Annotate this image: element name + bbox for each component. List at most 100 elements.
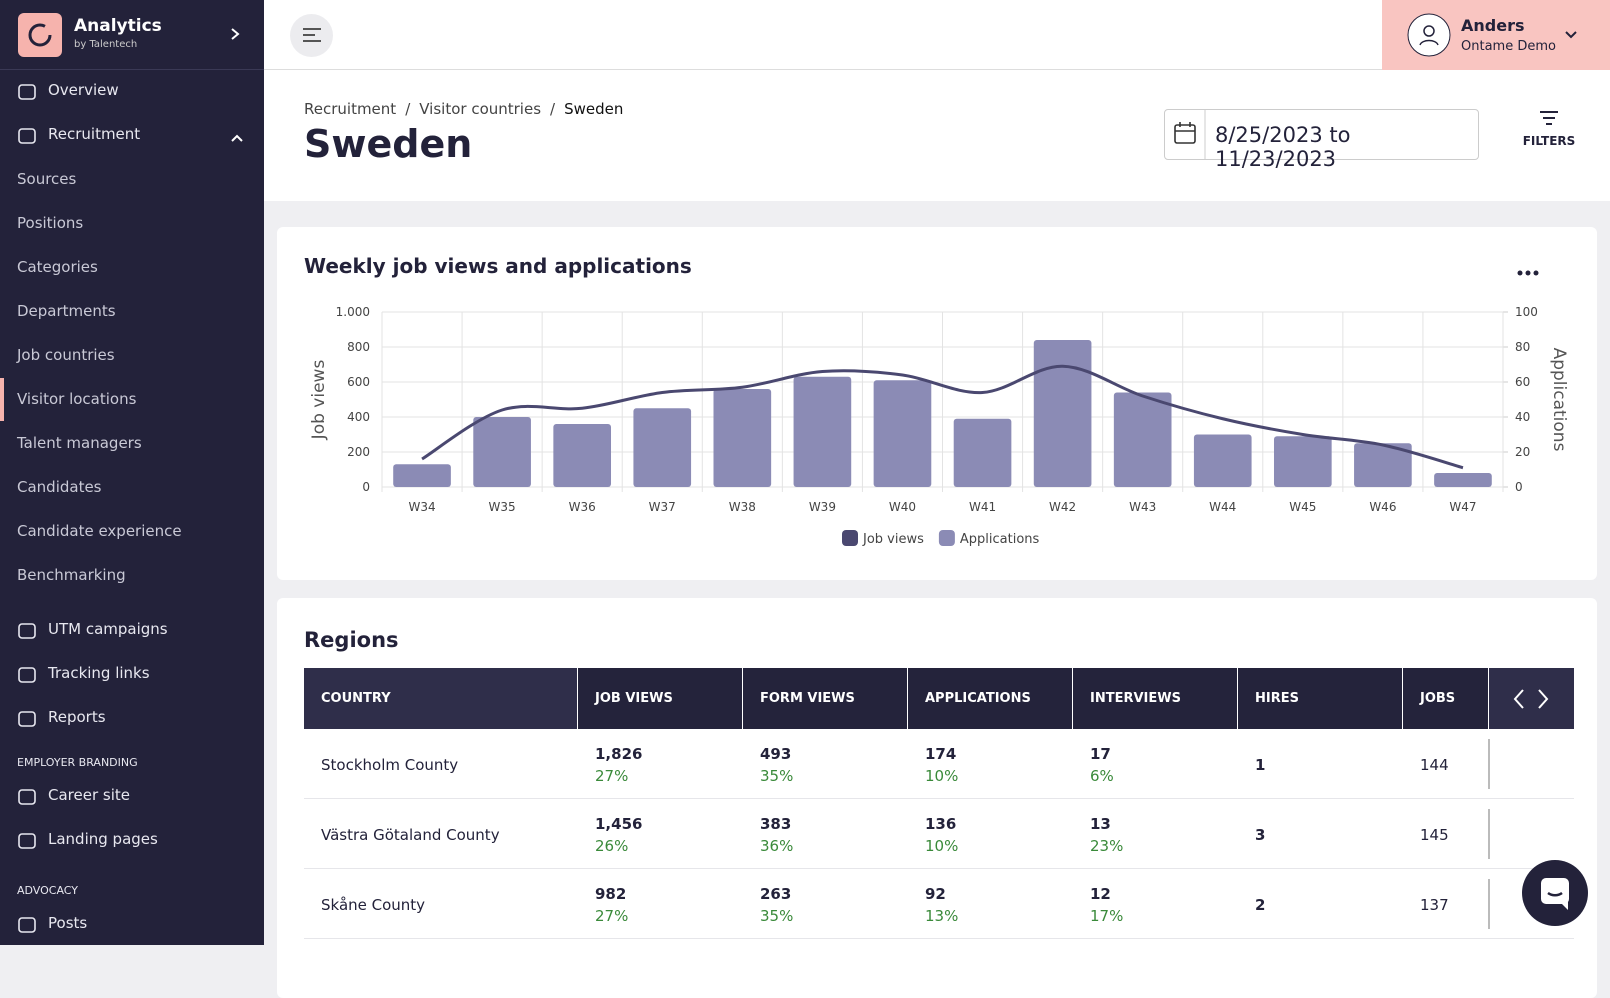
nav-item[interactable]: Categories <box>17 258 98 276</box>
expand-icon[interactable] <box>228 27 242 41</box>
cell-value: 1 <box>1255 756 1266 774</box>
cell-value: 137 <box>1420 896 1449 914</box>
breadcrumb[interactable]: Visitor countries <box>419 100 542 118</box>
y2-tick-label: 40 <box>1515 410 1530 424</box>
nav-icon <box>18 623 36 639</box>
chevron <box>1565 31 1577 39</box>
nav-item[interactable]: Reports <box>48 708 106 726</box>
y2-tick-label: 100 <box>1515 305 1538 319</box>
brand: Analytics by Talentech <box>0 0 264 70</box>
column-header[interactable]: INTERVIEWS <box>1073 668 1238 729</box>
bar <box>1273 436 1332 487</box>
x-tick-label: W41 <box>969 500 996 514</box>
y-tick-label: 800 <box>347 340 370 354</box>
cell-value: 92 <box>925 885 946 903</box>
row-divider <box>304 868 1574 869</box>
bar <box>1113 392 1172 487</box>
col-divider <box>1488 809 1490 859</box>
scroll-arrows[interactable] <box>1489 668 1574 729</box>
icon-shape <box>18 623 36 639</box>
crumb-separator: / <box>550 100 556 118</box>
cell-value: 3 <box>1255 826 1266 844</box>
nav-item[interactable]: Career site <box>48 786 130 804</box>
cell-value: 17 <box>1090 745 1111 763</box>
page-header: Recruitment / Visitor countries / Sweden Swe… <box>264 70 1610 201</box>
cell-value: 2 <box>1255 896 1266 914</box>
nav-icon <box>18 917 36 933</box>
bar <box>1193 434 1252 487</box>
bar <box>1033 340 1092 487</box>
column-header[interactable]: JOB VIEWS <box>578 668 743 729</box>
x-tick-label: W37 <box>649 500 676 514</box>
logo <box>18 13 62 57</box>
nav-item[interactable]: Visitor locations <box>17 390 137 408</box>
chart: Weekly job views and applications 0 200 40… <box>304 254 1569 547</box>
col-divider <box>1488 739 1490 789</box>
y-tick-label: 400 <box>347 410 370 424</box>
legend-label: Job views <box>862 532 924 547</box>
regions-card: Regions COUNTRY JOB VIEWS FORM VIEWS APPLIC… <box>277 598 1597 998</box>
menu-button[interactable] <box>290 14 333 57</box>
cell-percent: 23% <box>1090 837 1124 855</box>
cell-value: 12 <box>1090 885 1111 903</box>
nav-item[interactable]: Tracking links <box>48 664 150 682</box>
chat-icon <box>1541 878 1569 910</box>
bar <box>713 389 772 487</box>
col-divider <box>1488 879 1490 929</box>
user-name: Anders <box>1461 16 1525 35</box>
nav-item[interactable]: Positions <box>17 214 84 232</box>
collapse-icon[interactable] <box>230 131 244 145</box>
row-country: Stockholm County <box>321 756 459 774</box>
icon-shape <box>18 833 36 849</box>
nav-item[interactable]: Candidates <box>17 478 102 496</box>
column-header[interactable]: FORM VIEWS <box>743 668 908 729</box>
nav-item[interactable]: Sources <box>17 170 77 188</box>
chart-title: Weekly job views and applications <box>304 254 692 278</box>
cell-value: 493 <box>760 745 792 763</box>
column-header[interactable]: HIRES <box>1238 668 1403 729</box>
legend-swatch <box>938 530 955 546</box>
nav-item[interactable]: Job countries <box>17 346 115 364</box>
column-header[interactable]: COUNTRY <box>304 668 578 729</box>
filters-button[interactable]: FILTERS <box>1509 108 1589 148</box>
cell-percent: 35% <box>760 767 794 785</box>
nav-item[interactable]: Candidate experience <box>17 522 182 540</box>
x-tick-label: W42 <box>1049 500 1076 514</box>
nav-icon <box>18 789 36 805</box>
brand-sub: by Talentech <box>74 39 138 50</box>
y-tick-label: 200 <box>347 445 370 459</box>
nav-item[interactable]: Overview <box>48 81 119 99</box>
nav-item[interactable]: Benchmarking <box>17 566 126 584</box>
help-chat[interactable] <box>1522 860 1588 926</box>
nav-icon <box>18 84 36 100</box>
column-header[interactable]: JOBS <box>1403 668 1489 729</box>
cell-value: 136 <box>925 815 957 833</box>
user-menu[interactable]: Anders Ontame Demo <box>1382 0 1610 70</box>
cell-value: 263 <box>760 885 792 903</box>
calendar-icon <box>1174 110 1206 159</box>
date-range: 8/25/2023 to 11/23/2023 <box>1215 123 1351 171</box>
menu-icon <box>303 28 321 42</box>
y2-tick-label: 0 <box>1515 480 1523 494</box>
bar <box>793 376 852 487</box>
cell-value: 383 <box>760 815 792 833</box>
bar <box>873 380 932 487</box>
more-menu[interactable] <box>1517 270 1539 276</box>
date-picker[interactable]: 8/25/2023 to 11/23/2023 <box>1164 109 1479 171</box>
nav-item[interactable]: UTM campaigns <box>48 620 168 638</box>
cell-value: 144 <box>1420 756 1449 774</box>
cell-percent: 10% <box>925 767 959 785</box>
nav-item[interactable]: Posts <box>48 914 88 932</box>
x-tick-label: W45 <box>1289 500 1316 514</box>
breadcrumb[interactable]: Recruitment <box>304 100 397 118</box>
y-tick-label: 1.000 <box>336 305 370 319</box>
icon-shape <box>18 789 36 805</box>
column-header[interactable]: APPLICATIONS <box>908 668 1073 729</box>
nav-item[interactable]: Talent managers <box>17 434 142 452</box>
cell-value: 1,456 <box>595 815 643 833</box>
nav-item[interactable]: Departments <box>17 302 116 320</box>
icon-shape <box>18 128 36 144</box>
nav-item[interactable]: Recruitment <box>48 125 141 143</box>
nav-item[interactable]: Landing pages <box>48 830 158 848</box>
